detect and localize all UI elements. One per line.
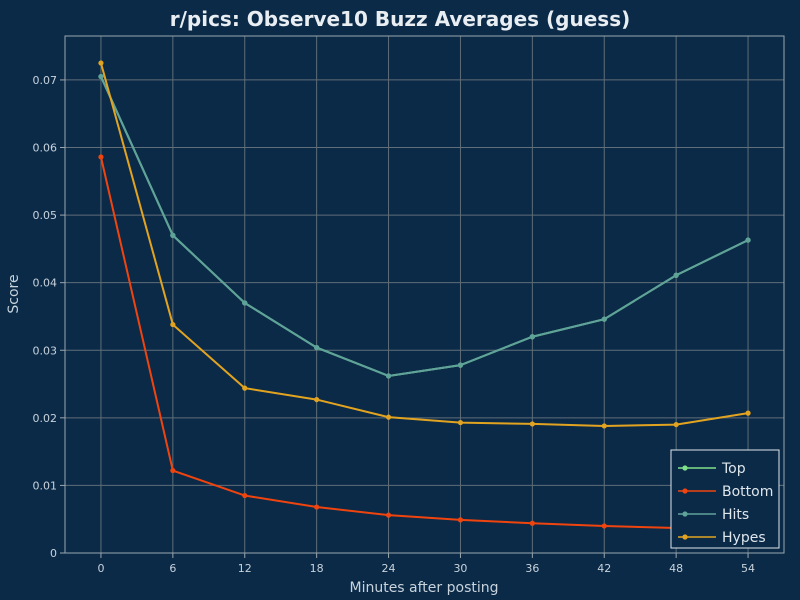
legend-marker-hits [682,511,688,517]
x-tick-label: 12 [238,562,252,575]
data-point-hypes [314,396,320,403]
x-tick-label: 0 [97,562,104,575]
legend-marker-bottom [682,488,688,494]
series-bottom [98,154,751,534]
y-tick-label: 0.06 [33,142,58,155]
data-point-hypes [601,423,607,429]
data-point-hypes [242,385,248,391]
series-line-hits [100,76,749,377]
legend: Top Bottom Hits Hypes [670,449,780,549]
data-point-bottom [529,520,535,526]
y-tick-label: 0.04 [33,277,58,290]
data-point-hits [98,73,104,80]
y-tick-label: 0.05 [33,209,58,222]
data-point-hits [242,300,248,306]
legend-label-top: Top [721,461,746,477]
x-tick-label: 18 [310,562,324,575]
data-point-hypes [457,419,464,426]
x-tick-label: 48 [669,562,683,575]
legend-label-bottom: Bottom [722,484,773,500]
series-line-top [100,76,749,377]
data-point-hypes [385,414,392,420]
legend-label-hits: Hits [722,507,749,523]
data-point-hypes [673,421,679,428]
series-top [98,73,751,379]
data-point-hits [385,373,392,379]
data-point-hypes [170,321,176,328]
data-point-hits [457,362,464,368]
data-point-hits [673,272,679,278]
data-point-bottom [242,492,248,499]
x-tick-label: 54 [741,562,755,575]
x-tick-label: 6 [169,562,176,575]
y-tick-label: 0.01 [33,479,58,492]
data-point-bottom [170,467,176,474]
chart-title: r/pics: Observe10 Buzz Averages (guess) [170,7,631,31]
legend-label-hypes: Hypes [722,530,766,546]
axis-ticks: 0 6 12 18 24 30 36 42 48 54 0 0.01 0.02 0.03 0.04 0.05 0… [33,74,756,575]
data-point-hits [601,316,607,322]
data-point-bottom [385,512,392,518]
series-hits [98,73,751,379]
x-tick-label: 24 [382,562,396,575]
data-point-bottom [314,504,320,510]
legend-marker-top [682,465,688,471]
x-axis-label: Minutes after posting [349,580,498,596]
data-point-hypes [98,60,104,66]
plot-frame [64,35,785,554]
data-point-hits [170,232,176,238]
y-axis-label: Score [6,274,22,313]
legend-box [670,449,780,549]
data-point-bottom [457,517,464,523]
series-line-hypes [99,62,749,427]
data-point-hits [314,344,320,351]
legend-marker-hypes [682,534,688,540]
y-tick-label: 0.02 [33,412,58,425]
y-tick-label: 0.07 [33,74,58,87]
x-tick-label: 36 [525,562,539,575]
series-line-bottom [99,156,749,532]
y-tick-label: 0.03 [33,344,58,357]
x-tick-label: 42 [597,562,611,575]
series-hypes [98,60,751,429]
data-point-hypes [745,410,751,416]
data-point-hits [745,237,751,243]
data-point-bottom [98,154,104,160]
data-point-hypes [529,421,535,427]
data-point-hits [529,334,535,340]
y-tick-label: 0 [50,547,57,560]
data-point-bottom [601,523,607,529]
series-lines [98,60,751,534]
x-tick-label: 30 [453,562,467,575]
